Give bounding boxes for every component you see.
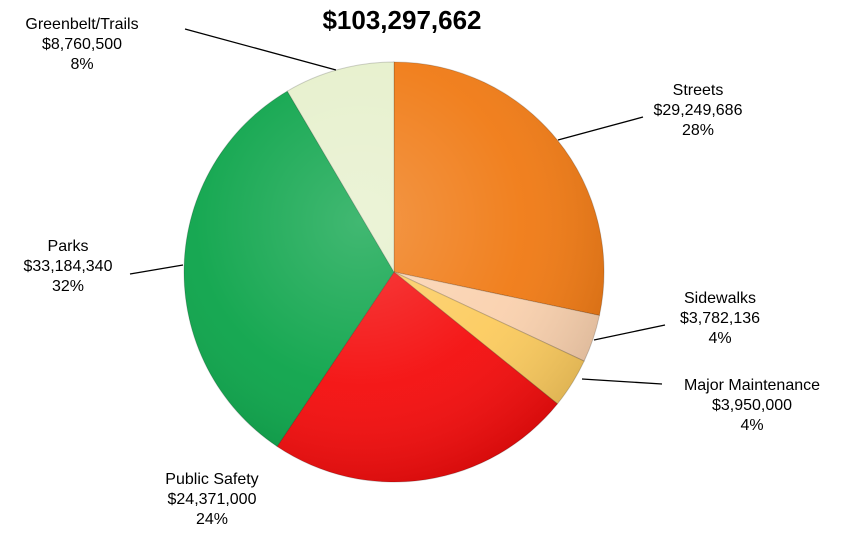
slice-percent-label: 4% <box>708 330 731 347</box>
slice-name-label: Sidewalks <box>684 290 756 307</box>
leader-line <box>557 116 644 141</box>
slice-amount-label: $24,371,000 <box>168 491 257 508</box>
slice-percent-label: 32% <box>52 278 84 295</box>
slice-percent-label: 8% <box>70 56 93 73</box>
slice-amount-label: $33,184,340 <box>24 258 113 275</box>
pie-slices <box>183 61 605 483</box>
slice-amount-label: $29,249,686 <box>654 102 743 119</box>
data-label: Greenbelt/Trails $8,760,500 8% <box>25 16 138 73</box>
slice-percent-label: 4% <box>740 417 763 434</box>
slice-percent-label: 24% <box>196 511 228 528</box>
data-label: Sidewalks $3,782,136 4% <box>680 290 760 347</box>
slice-name-label: Streets <box>673 82 724 99</box>
leader-line <box>593 324 666 341</box>
slice-name-label: Greenbelt/Trails <box>25 16 138 33</box>
slice-amount-label: $3,782,136 <box>680 310 760 327</box>
slice-amount-label: $8,760,500 <box>42 36 122 53</box>
slice-percent-label: 28% <box>682 122 714 139</box>
slice-name-label: Parks <box>48 238 89 255</box>
leader-line <box>581 378 663 385</box>
leader-line <box>184 28 337 71</box>
data-label: Public Safety $24,371,000 24% <box>165 471 258 528</box>
data-label: Streets $29,249,686 28% <box>654 82 743 139</box>
data-label: Major Maintenance $3,950,000 4% <box>684 377 820 434</box>
slice-name-label: Major Maintenance <box>684 377 820 394</box>
slice-amount-label: $3,950,000 <box>712 397 792 414</box>
chart-title: $103,297,662 <box>322 5 481 35</box>
leader-lines <box>129 28 666 385</box>
data-label: Parks $33,184,340 32% <box>24 238 113 295</box>
data-labels: Streets $29,249,686 28% Sidewalks $3,782,136… <box>24 16 821 528</box>
pie-slice-streets <box>393 61 605 317</box>
leader-line <box>129 264 184 275</box>
slice-name-label: Public Safety <box>165 471 258 488</box>
